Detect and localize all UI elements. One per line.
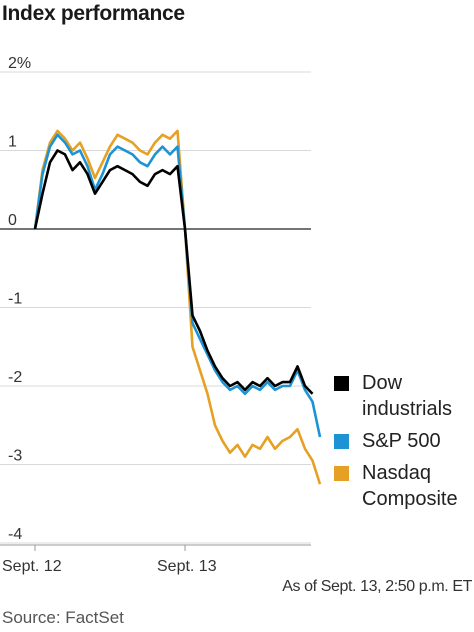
source-note: Source: FactSet — [2, 608, 124, 627]
y-tick-label: 0 — [8, 212, 17, 229]
series-line-sp-500 — [33, 133, 322, 438]
legend-label: Nasdaq Composite — [362, 462, 458, 510]
legend-label: S&P 500 — [362, 430, 441, 452]
y-tick-label: -1 — [8, 291, 22, 308]
legend-label: Dow industrials — [362, 372, 453, 420]
y-tick-label: -2 — [8, 369, 22, 386]
y-tick-label: 2% — [8, 55, 31, 72]
series-line-nasdaq-composite — [33, 129, 322, 485]
y-tick-label: -4 — [8, 526, 22, 543]
chart-title: Index performance — [2, 2, 185, 25]
legend-item-nasdaq-composite: Nasdaq Composite — [334, 460, 474, 512]
y-tick-label: -3 — [8, 448, 22, 465]
y-ticks: 2% 1 0 -1 -2 -3 -4 — [8, 55, 31, 543]
legend-swatch — [334, 434, 349, 449]
series-line-dow-industrials — [33, 149, 314, 395]
x-tick-label: Sept. 12 — [2, 558, 62, 575]
grid — [0, 71, 311, 546]
legend-swatch — [334, 376, 349, 391]
legend-item-sp-500: S&P 500 — [334, 428, 474, 454]
x-ticks: Sept. 12 Sept. 13 — [2, 545, 217, 575]
legend-item-dow-industrials: Dow industrials — [334, 370, 474, 422]
series-lines — [33, 129, 322, 485]
legend: Dow industrials S&P 500 Nasdaq Composite — [334, 370, 474, 518]
y-tick-label: 1 — [8, 134, 17, 151]
timestamp-note: As of Sept. 13, 2:50 p.m. ET — [282, 578, 472, 595]
legend-swatch — [334, 466, 349, 481]
x-tick-label: Sept. 13 — [157, 558, 217, 575]
